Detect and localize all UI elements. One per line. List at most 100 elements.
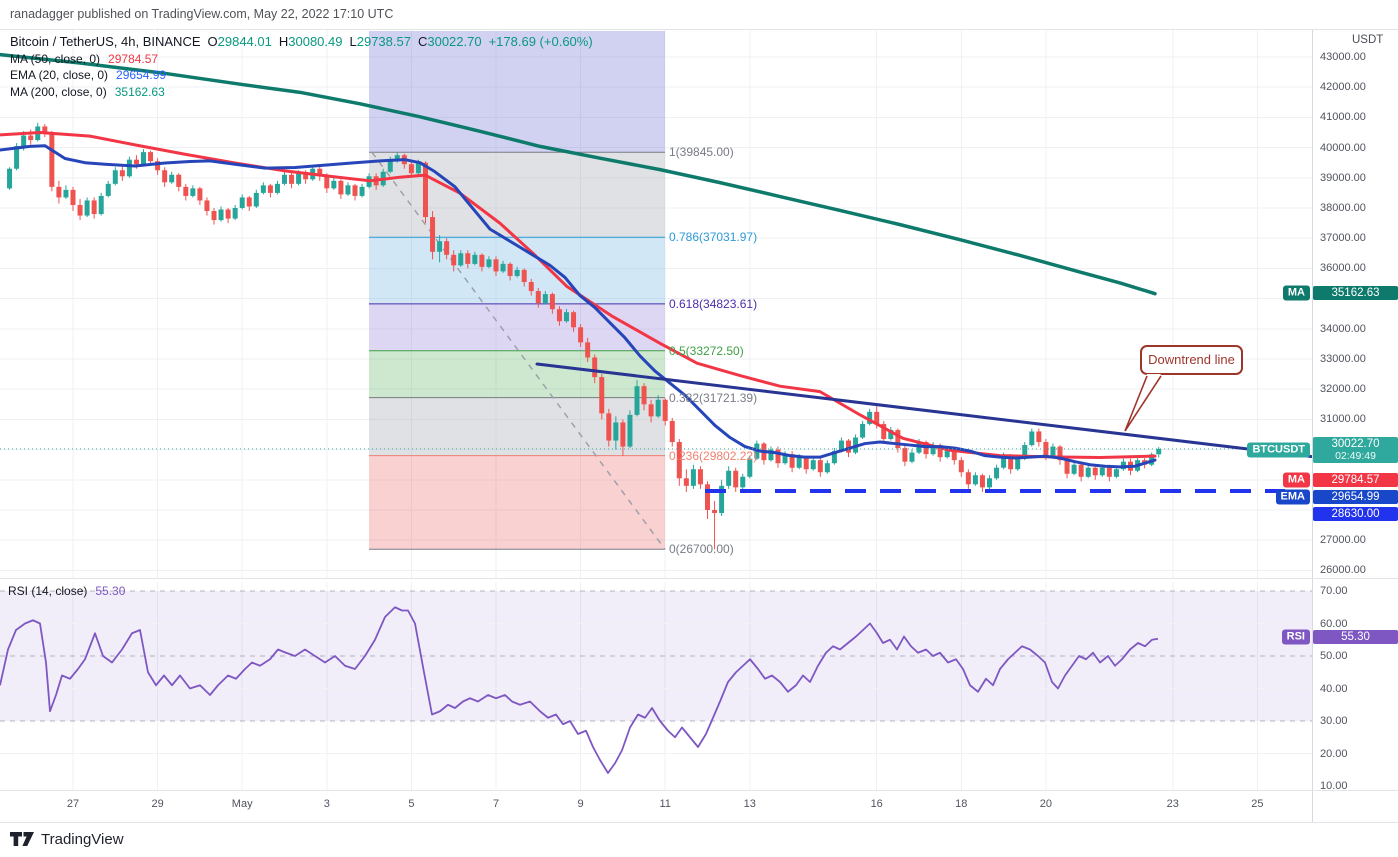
price-tick-label: 37000.00 bbox=[1320, 232, 1366, 245]
candle bbox=[267, 185, 273, 193]
downtrend-line bbox=[535, 362, 1312, 459]
badge-value: 55.30 bbox=[1341, 631, 1370, 643]
candle bbox=[733, 470, 739, 488]
ema20-label: EMA (20, close, 0) bbox=[10, 68, 109, 82]
candle bbox=[1106, 467, 1112, 477]
fib-level-label[interactable]: 0.236(29802.22) bbox=[669, 448, 758, 463]
rsi-label: RSI (14, close) bbox=[8, 584, 88, 598]
candle bbox=[387, 159, 393, 172]
symbol-row[interactable]: Bitcoin / TetherUS, 4h, BINANCE O29844.01… bbox=[10, 35, 593, 48]
candle bbox=[740, 476, 746, 488]
candle bbox=[578, 327, 584, 343]
price-tick-label: 32000.00 bbox=[1320, 383, 1366, 396]
fib-level-label[interactable]: 1(39845.00) bbox=[669, 145, 734, 160]
pane-divider[interactable] bbox=[0, 578, 1398, 579]
candle bbox=[1015, 458, 1021, 470]
axis-pill-ma[interactable]: MA bbox=[1282, 285, 1310, 301]
callout-downtrend-line[interactable]: Downtrend line bbox=[1140, 345, 1243, 375]
rsi-tick-label: 70.00 bbox=[1320, 585, 1348, 597]
candle bbox=[274, 183, 280, 193]
candle bbox=[190, 188, 196, 196]
fib-level-label[interactable]: 0.786(37031.97) bbox=[669, 230, 758, 245]
rsi-tick-label: 10.00 bbox=[1320, 780, 1348, 792]
candle bbox=[282, 174, 287, 184]
rsi-legend-row[interactable]: RSI (14, close) 55.30 bbox=[8, 584, 125, 598]
ohlc-high-label: H bbox=[278, 34, 289, 49]
candle bbox=[239, 197, 245, 208]
ohlc-high-value: 30080.49 bbox=[288, 34, 343, 49]
candle bbox=[606, 413, 612, 441]
candle bbox=[592, 357, 598, 378]
ohlc-open-value: 29844.01 bbox=[217, 34, 272, 49]
rsi-value: 55.30 bbox=[95, 584, 126, 598]
price-tick-label: 36000.00 bbox=[1320, 262, 1366, 275]
candle bbox=[923, 442, 929, 455]
indicator-row-ma50[interactable]: MA (50, close, 0) 29784.57 bbox=[10, 53, 158, 65]
candle bbox=[979, 475, 985, 488]
axis-badge-2965499[interactable]: 29654.99 bbox=[1313, 490, 1398, 504]
ohlc-low-label: L bbox=[349, 34, 357, 49]
axis-pill-rsi[interactable]: RSI bbox=[1281, 629, 1310, 645]
axis-badge-3002270[interactable]: 30022.70 02:49:49 bbox=[1313, 437, 1398, 463]
candle bbox=[1085, 467, 1091, 477]
candle bbox=[126, 159, 132, 177]
candle bbox=[317, 168, 323, 177]
candle bbox=[338, 180, 344, 195]
publisher-text: ranadagger published on TradingView.com,… bbox=[10, 7, 394, 21]
axis-pill-ma[interactable]: MA bbox=[1282, 472, 1310, 488]
candle bbox=[1029, 431, 1035, 446]
candle bbox=[225, 209, 231, 219]
axis-badge-2978457[interactable]: 29784.57 bbox=[1313, 473, 1398, 487]
candle bbox=[1071, 464, 1077, 474]
candle bbox=[1050, 446, 1056, 456]
candle bbox=[1022, 445, 1028, 459]
ma50-label: MA (50, close, 0) bbox=[10, 52, 101, 66]
fib-level-label[interactable]: 0.382(31721.39) bbox=[669, 390, 758, 405]
axis-pill-btcusdt[interactable]: BTCUSDT bbox=[1247, 442, 1310, 458]
ohlc-close-label: C bbox=[417, 34, 428, 49]
change-value: +178.69 (+0.60%) bbox=[488, 34, 593, 49]
tradingview-logo-text: TradingView bbox=[41, 831, 124, 848]
candle bbox=[521, 269, 527, 282]
rsi-tick-label: 20.00 bbox=[1320, 747, 1348, 760]
axis-badge-2863000[interactable]: 28630.00 bbox=[1313, 507, 1398, 521]
candle bbox=[493, 259, 499, 272]
candle bbox=[7, 168, 13, 189]
candle bbox=[514, 269, 520, 276]
rsi-pane[interactable] bbox=[0, 582, 1312, 790]
axis-badge-5530[interactable]: 55.30 bbox=[1313, 630, 1398, 644]
candle bbox=[549, 294, 555, 310]
indicator-row-ema20[interactable]: EMA (20, close, 0) 29654.99 bbox=[10, 69, 166, 81]
candle bbox=[331, 180, 337, 189]
fib-level-label[interactable]: 0.618(34823.61) bbox=[669, 296, 758, 311]
time-tick-label: 13 bbox=[743, 798, 756, 810]
axis-pill-ema[interactable]: EMA bbox=[1275, 489, 1310, 505]
candle bbox=[28, 135, 34, 141]
ma50-value: 29784.57 bbox=[108, 52, 159, 66]
fib-level-label[interactable]: 0(26700.00) bbox=[669, 542, 734, 557]
candle bbox=[21, 135, 27, 147]
candle bbox=[352, 185, 358, 196]
time-tick-label: 5 bbox=[408, 798, 415, 810]
ohlc-low-value: 29738.57 bbox=[356, 34, 411, 49]
candle bbox=[444, 241, 450, 255]
rsi-tick-label: 40.00 bbox=[1320, 682, 1348, 695]
fib-level-label[interactable]: 0.5(33272.50) bbox=[669, 343, 744, 358]
indicator-row-ma200[interactable]: MA (200, close, 0) 35162.63 bbox=[10, 86, 165, 98]
tradingview-logo-icon bbox=[10, 831, 34, 846]
axis-badge-3516263[interactable]: 35162.63 bbox=[1313, 286, 1398, 300]
candle bbox=[556, 309, 562, 322]
symbol-title: Bitcoin / TetherUS, 4h, BINANCE bbox=[10, 34, 201, 49]
tradingview-logo[interactable]: TradingView bbox=[10, 831, 124, 848]
time-tick-label: 9 bbox=[577, 798, 584, 810]
candle bbox=[542, 294, 548, 304]
price-pane[interactable] bbox=[0, 30, 1312, 578]
candle bbox=[105, 183, 111, 196]
candle bbox=[1156, 448, 1162, 455]
candle bbox=[705, 484, 710, 510]
candle bbox=[1008, 455, 1014, 470]
candle bbox=[408, 164, 414, 174]
candle bbox=[84, 200, 90, 216]
candle bbox=[112, 170, 118, 184]
